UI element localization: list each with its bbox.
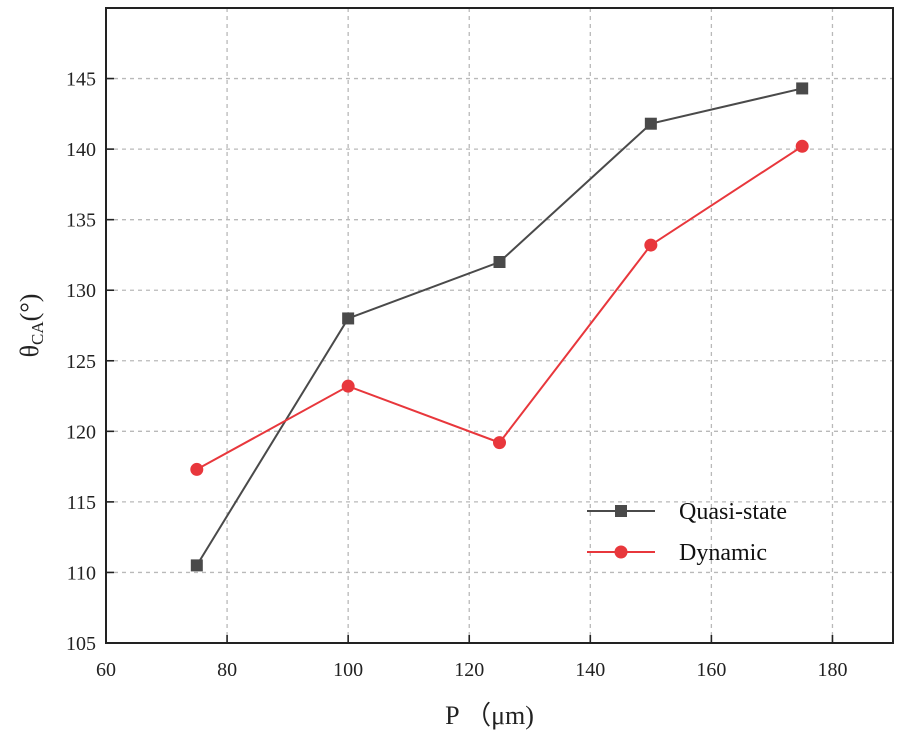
- legend-marker-circle: [614, 545, 628, 559]
- y-axis-label: θCA(°): [15, 294, 47, 358]
- y-tick-label: 115: [67, 492, 96, 514]
- data-point-circle: [190, 462, 204, 476]
- x-tick-label: 60: [96, 659, 116, 681]
- data-point-square: [342, 312, 355, 325]
- plot-frame: [105, 7, 894, 644]
- data-point-circle: [795, 139, 809, 153]
- y-tick-label: 130: [66, 280, 96, 302]
- y-tick-label: 140: [66, 139, 96, 161]
- y-axis-label-unit: (°): [15, 294, 44, 322]
- legend: Quasi-state Dynamic: [587, 499, 787, 566]
- data-point-square: [493, 256, 506, 268]
- axis-ticks: 60 80 100 120 140 160 180 105 110 115 120 125 130 135…: [66, 69, 847, 681]
- data-point-square: [796, 82, 809, 95]
- legend-marker-square: [615, 505, 627, 517]
- x-tick-label: 120: [454, 659, 484, 681]
- x-tick-label: 140: [575, 659, 605, 681]
- y-tick-label: 145: [66, 69, 96, 91]
- y-tick-label: 105: [66, 633, 96, 655]
- y-tick-label: 110: [67, 562, 96, 584]
- y-axis-label-sub: CA: [28, 321, 47, 345]
- data-point-circle: [493, 436, 506, 450]
- series-line-quasi-state: [195, 87, 803, 566]
- data-point-circle: [341, 379, 355, 393]
- y-tick-label: 125: [66, 351, 96, 373]
- data-point-circle: [644, 238, 658, 252]
- x-tick-label: 180: [817, 659, 847, 681]
- grid-lines: [106, 8, 893, 643]
- series-group: [190, 82, 809, 572]
- x-tick-label: 80: [217, 659, 237, 681]
- legend-label: Dynamic: [679, 540, 767, 566]
- data-point-square: [190, 559, 203, 572]
- x-axis-label: P （μm): [445, 701, 534, 730]
- y-tick-label: 120: [66, 421, 96, 443]
- x-tick-label: 100: [333, 659, 363, 681]
- y-axis-label-main: θ: [15, 345, 44, 357]
- y-tick-label: 135: [66, 210, 96, 232]
- data-point-square: [644, 117, 657, 130]
- legend-label: Quasi-state: [679, 499, 787, 525]
- x-tick-label: 160: [696, 659, 726, 681]
